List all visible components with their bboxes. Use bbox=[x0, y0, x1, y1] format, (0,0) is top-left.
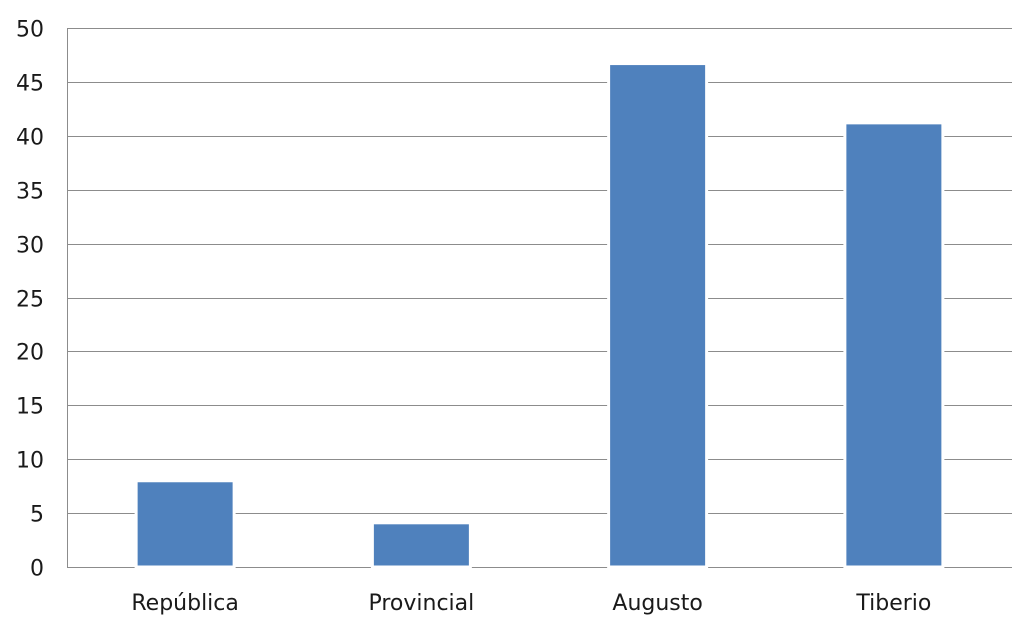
x-category-label: Tiberio bbox=[855, 591, 931, 616]
y-tick-label: 50 bbox=[16, 18, 44, 43]
y-tick-label: 30 bbox=[16, 234, 44, 259]
y-tick-label: 15 bbox=[16, 395, 44, 420]
y-tick-label: 5 bbox=[30, 503, 44, 528]
y-tick-label: 40 bbox=[16, 126, 44, 151]
bars bbox=[134, 62, 945, 569]
bar-provincial bbox=[370, 521, 472, 569]
y-tick-label: 35 bbox=[16, 180, 44, 205]
x-category-label: Provincial bbox=[368, 591, 474, 616]
x-category-label: Augusto bbox=[612, 591, 702, 616]
x-category-label: República bbox=[131, 591, 239, 616]
y-tick-label: 10 bbox=[16, 449, 44, 474]
x-axis-category-labels: República Provincial Augusto Tiberio bbox=[131, 591, 931, 616]
y-tick-label: 25 bbox=[16, 288, 44, 313]
y-axis-tick-labels: 0 5 10 15 20 25 30 35 40 45 50 bbox=[16, 18, 44, 582]
y-tick-label: 45 bbox=[16, 72, 44, 97]
bar-rep-blica bbox=[134, 479, 236, 569]
y-tick-label: 20 bbox=[16, 341, 44, 366]
y-tick-label: 0 bbox=[30, 557, 44, 582]
bar-augusto bbox=[607, 62, 709, 569]
bar-tiberio bbox=[843, 121, 945, 569]
